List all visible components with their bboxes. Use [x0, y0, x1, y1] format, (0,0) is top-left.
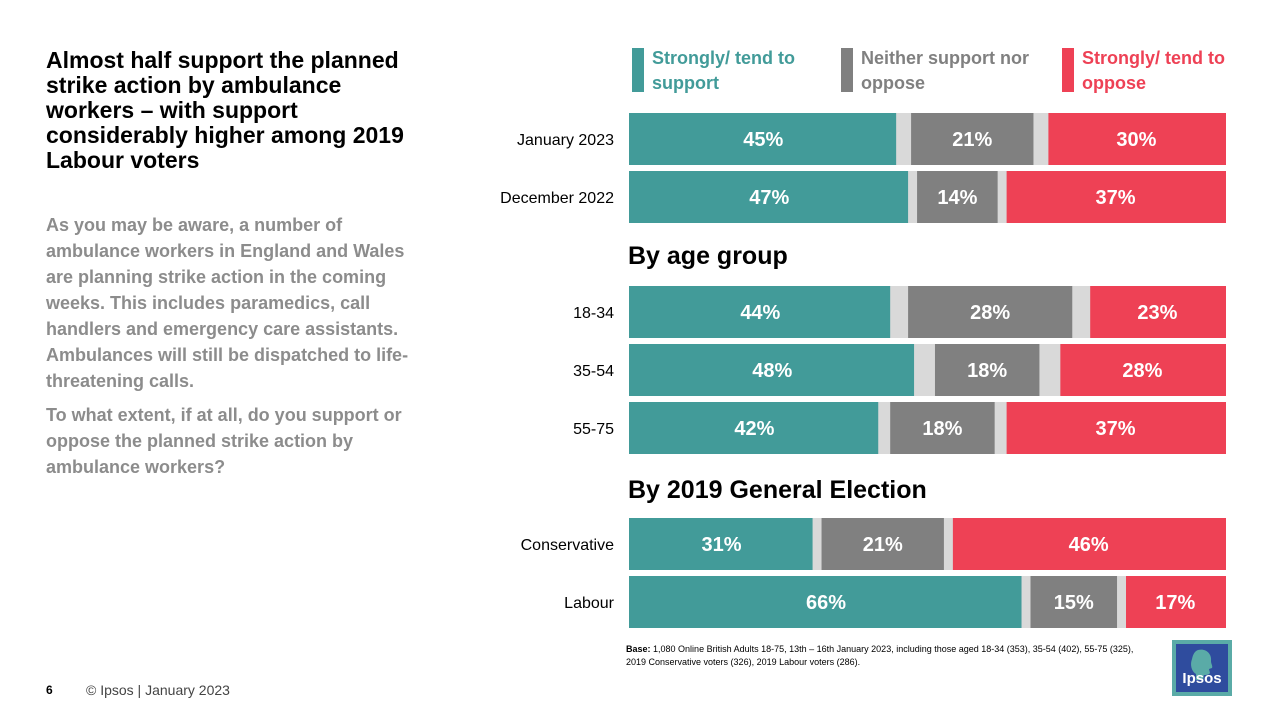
question-prompt: To what extent, if at all, do you suppor…	[46, 405, 402, 477]
bar-segment	[1048, 113, 1226, 165]
data-label: 45%	[743, 129, 783, 151]
data-label: 28%	[970, 302, 1010, 324]
data-label: 15%	[1054, 592, 1094, 614]
bar-segment	[629, 576, 1022, 628]
data-label: 47%	[749, 187, 789, 209]
legend-item-neither: Neither support nor oppose	[841, 46, 1041, 93]
bar-segment	[934, 344, 1040, 396]
legend-swatch-support	[632, 48, 644, 92]
page-title: Almost half support the planned strike a…	[46, 47, 404, 173]
legend-item-support: Strongly/ tend to support	[632, 46, 812, 93]
data-label: 46%	[1069, 534, 1109, 556]
bar-segment	[821, 518, 944, 570]
legend-label-support: Strongly/ tend to support	[652, 48, 795, 93]
category-label: 55-75	[573, 421, 614, 438]
bar-segment	[1060, 344, 1226, 396]
category-label: 18-34	[573, 305, 614, 322]
data-label: 31%	[702, 534, 742, 556]
ipsos-logo: Ipsos	[1172, 640, 1232, 696]
page-number: 6	[46, 683, 53, 697]
legend-swatch-neither	[841, 48, 853, 92]
bar-segment	[629, 518, 813, 570]
bar-segment	[629, 171, 909, 223]
data-label: 44%	[740, 302, 780, 324]
data-label: 42%	[734, 418, 774, 440]
data-label: 30%	[1116, 129, 1156, 151]
survey-question: As you may be aware, a number of ambulan…	[46, 212, 426, 488]
data-label: 23%	[1137, 302, 1177, 324]
data-label: 28%	[1122, 360, 1162, 382]
legend-label-oppose: Strongly/ tend to oppose	[1082, 48, 1225, 93]
legend-swatch-oppose	[1062, 48, 1074, 92]
bar-segment	[1126, 576, 1226, 628]
logo-mark: Ipsos	[1176, 644, 1228, 692]
bar-segment	[952, 518, 1226, 570]
bar-segment	[1006, 171, 1226, 223]
data-label: 18%	[967, 360, 1007, 382]
bar-segment	[629, 113, 897, 165]
group-heading: By age group	[628, 242, 788, 270]
data-label: 18%	[922, 418, 962, 440]
category-label: 35-54	[573, 363, 614, 380]
data-label: 37%	[1096, 187, 1136, 209]
bar-segment	[1030, 576, 1118, 628]
legend-item-oppose: Strongly/ tend to oppose	[1062, 46, 1242, 93]
copyright: © Ipsos | January 2023	[86, 682, 230, 698]
bar-segment	[908, 286, 1073, 338]
bar-segment	[629, 286, 891, 338]
category-label: December 2022	[500, 190, 614, 207]
data-label: 21%	[952, 129, 992, 151]
category-label: Labour	[564, 595, 614, 612]
base-note-text: 1,080 Online British Adults 18-75, 13th …	[626, 644, 1134, 667]
bar-segment	[629, 344, 915, 396]
bar-segment	[890, 402, 995, 454]
question-context: As you may be aware, a number of ambulan…	[46, 215, 409, 391]
data-label: 21%	[863, 534, 903, 556]
logo-head-icon	[1191, 649, 1213, 680]
bar-segment	[1090, 286, 1226, 338]
data-label: 37%	[1096, 418, 1136, 440]
bar-segment	[911, 113, 1034, 165]
category-label: January 2023	[517, 132, 614, 149]
bar-segment	[629, 402, 879, 454]
data-label: 17%	[1155, 592, 1195, 614]
data-label: 66%	[806, 592, 846, 614]
legend-label-neither: Neither support nor oppose	[861, 48, 1030, 93]
category-label: Conservative	[521, 537, 614, 554]
base-note: Base: 1,080 Online British Adults 18-75,…	[626, 643, 1146, 669]
bar-segment	[917, 171, 998, 223]
data-label: 48%	[752, 360, 792, 382]
bar-segment	[1006, 402, 1226, 454]
data-label: 14%	[937, 187, 977, 209]
logo-text: Ipsos	[1182, 670, 1222, 687]
base-note-label: Base:	[626, 644, 651, 654]
group-heading: By 2019 General Election	[628, 476, 927, 504]
